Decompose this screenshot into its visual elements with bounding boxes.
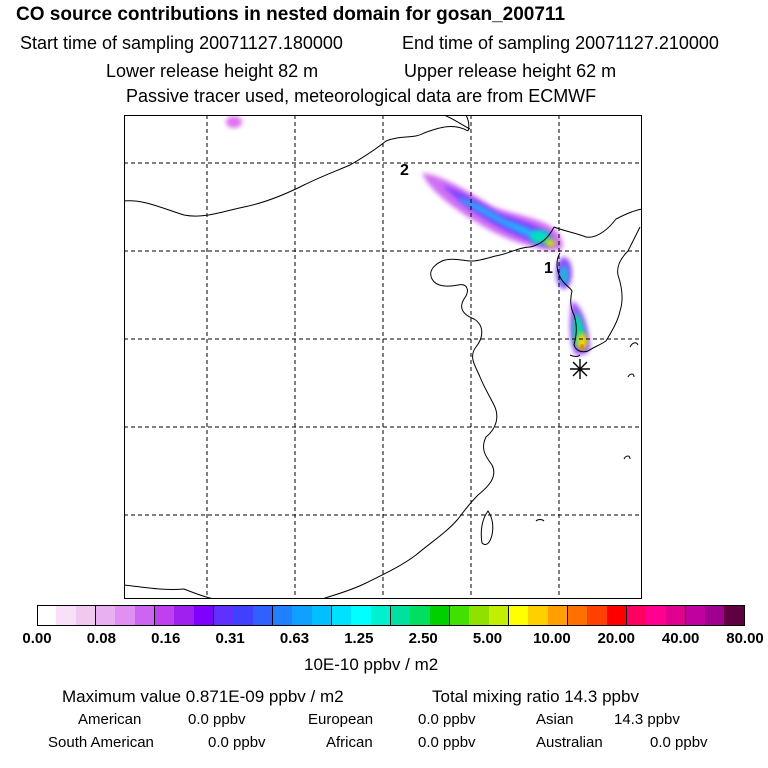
colorbar-swatch <box>95 605 116 626</box>
sampling-start: Start time of sampling 20071127.180000 <box>20 33 343 53</box>
plume-korea-north-core <box>560 266 568 284</box>
maximum-value: Maximum value 0.871E-09 ppbv / m2 <box>62 687 344 706</box>
colorbar-tick-label: 1.25 <box>344 630 374 647</box>
island-japan-2 <box>627 373 635 378</box>
region-african-value: 0.0 ppbv <box>418 734 476 751</box>
colorbar-swatch <box>665 605 686 626</box>
map-svg: 2 1 <box>124 115 642 599</box>
region-asian-name: Asian <box>536 711 574 728</box>
colorbar-swatch <box>724 605 745 626</box>
colorbar-swatch <box>508 605 529 626</box>
receptor-station-marker <box>570 359 590 379</box>
colorbar-swatch <box>626 605 647 626</box>
colorbar-swatch <box>213 605 234 626</box>
colorbar-swatch <box>528 605 548 626</box>
colorbar-swatch <box>351 605 371 626</box>
figure-title: CO source contributions in nested domain… <box>16 4 566 25</box>
border-mongolia <box>124 126 469 217</box>
plume-hotspot-2 <box>545 239 555 247</box>
colorbar-tick-label: 0.31 <box>215 630 245 647</box>
plume-max-region <box>577 333 587 349</box>
coast-jeju <box>569 354 581 357</box>
colorbar-tick-label: 10.00 <box>533 630 571 647</box>
tracer-note: Passive tracer used, meteorological data… <box>126 86 597 106</box>
region-african-name: African <box>326 734 373 751</box>
colorbar-swatch <box>705 605 725 626</box>
colorbar-swatch <box>587 605 607 626</box>
region-american-value: 0.0 ppbv <box>188 711 246 728</box>
plume-label-2: 2 <box>400 162 409 179</box>
region-american-name: American <box>78 711 142 728</box>
plume-hotspot-1 <box>530 230 550 244</box>
plume-spot-north <box>226 116 242 128</box>
coast-china <box>321 226 555 599</box>
colorbar-swatch <box>685 605 706 626</box>
colorbar-swatch <box>193 605 214 626</box>
colorbar-swatch <box>429 605 450 626</box>
colorbar-swatch <box>449 605 470 626</box>
region-european-name: European <box>308 711 374 728</box>
colorbar-swatch <box>547 605 568 626</box>
plume-peak <box>580 344 584 350</box>
sampling-end: End time of sampling 20071127.210000 <box>402 33 719 53</box>
map-frame <box>124 115 642 599</box>
coast-korea <box>556 226 641 353</box>
border-north-2 <box>443 115 471 130</box>
island-ryukyu-1 <box>623 455 631 460</box>
colorbar-tick-label: 0.08 <box>86 630 116 647</box>
total-mixing-ratio: Total mixing ratio 14.3 ppbv <box>432 687 639 706</box>
lat-lon-grid <box>124 115 642 599</box>
colorbar-tick-label: 0.00 <box>22 630 52 647</box>
colorbar-swatch <box>174 605 194 626</box>
colorbar-swatch <box>488 605 509 626</box>
colorbar-swatch <box>56 605 76 626</box>
island-ryukyu-2 <box>535 519 545 522</box>
colorbar-swatch <box>75 605 96 626</box>
coast-taiwan <box>480 510 494 546</box>
colorbar-swatch <box>469 605 489 626</box>
colorbar-swatch <box>331 605 352 626</box>
border-north <box>465 115 470 132</box>
colorbar-units: 10E-10 ppbv / m2 <box>304 655 439 674</box>
colorbar-tick-label: 5.00 <box>472 630 503 647</box>
region-australian-name: Australian <box>536 734 603 751</box>
colorbar-swatch <box>154 605 175 626</box>
upper-release-height: Upper release height 62 m <box>404 61 617 81</box>
colorbar-tick-label: 80.00 <box>726 630 764 647</box>
region-south-american-name: South American <box>48 734 154 751</box>
colorbar-swatch <box>115 605 135 626</box>
region-asian-value: 14.3 ppbv <box>614 711 680 728</box>
plume-core <box>458 197 544 240</box>
region-australian-value: 0.0 ppbv <box>650 734 708 751</box>
colorbar-tick-label: 2.50 <box>408 630 438 647</box>
colorbar-swatch <box>370 605 391 626</box>
island-japan-1 <box>629 342 639 348</box>
colorbar-swatch <box>233 605 253 626</box>
colorbar-swatch <box>390 605 411 626</box>
colorbar-swatch <box>37 605 57 626</box>
colorbar-swatch <box>646 605 666 626</box>
colorbar <box>37 605 745 626</box>
colorbar-tick-label: 40.00 <box>661 630 700 647</box>
coastlines <box>124 115 642 599</box>
colorbar-swatch <box>410 605 430 626</box>
colorbar-tick-label: 0.16 <box>151 630 181 647</box>
border-china-korea <box>553 208 642 238</box>
region-south-american-value: 0.0 ppbv <box>208 734 266 751</box>
plume-label-1: 1 <box>544 260 553 277</box>
border-southwest <box>124 584 215 599</box>
colorbar-tick-label: 20.00 <box>597 630 636 647</box>
colorbar-swatch <box>567 605 588 626</box>
colorbar-swatch <box>134 605 155 626</box>
colorbar-swatch <box>606 605 627 626</box>
colorbar-swatch <box>272 605 293 626</box>
region-european-value: 0.0 ppbv <box>418 711 476 728</box>
map-panel: 2 1 <box>124 115 642 599</box>
colorbar-tick-label: 0.63 <box>279 630 310 647</box>
colorbar-swatch <box>292 605 312 626</box>
lower-release-height: Lower release height 82 m <box>106 61 319 81</box>
colorbar-swatch <box>252 605 273 626</box>
colorbar-swatch <box>311 605 332 626</box>
